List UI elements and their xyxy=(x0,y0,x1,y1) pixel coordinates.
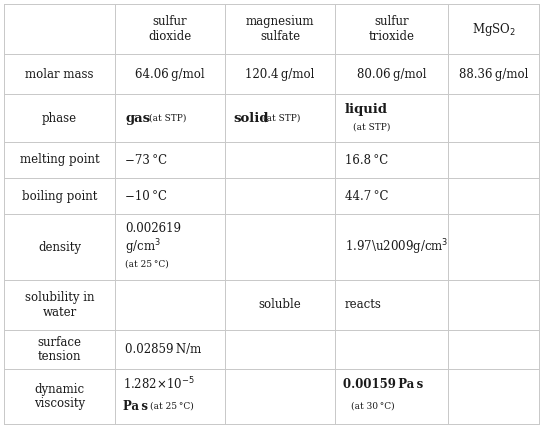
Text: MgSO$_2$: MgSO$_2$ xyxy=(472,21,515,38)
Text: 120.4 g/mol: 120.4 g/mol xyxy=(245,68,315,80)
Text: −10 °C: −10 °C xyxy=(125,190,167,202)
Text: 80.06 g/mol: 80.06 g/mol xyxy=(357,68,426,80)
Text: dynamic
viscosity: dynamic viscosity xyxy=(34,383,85,410)
Text: 1.282$\times$10$^{-5}$: 1.282$\times$10$^{-5}$ xyxy=(123,376,194,393)
Text: (at STP): (at STP) xyxy=(353,122,390,131)
Text: sulfur
dioxide: sulfur dioxide xyxy=(148,15,192,43)
Text: surface
tension: surface tension xyxy=(37,336,81,363)
Text: 0.02859 N/m: 0.02859 N/m xyxy=(125,343,201,356)
Text: solid: solid xyxy=(233,112,268,125)
Text: gas: gas xyxy=(125,112,150,125)
Text: −73 °C: −73 °C xyxy=(125,154,167,166)
Text: 1.97\u2009g/cm$^3$: 1.97\u2009g/cm$^3$ xyxy=(345,237,449,257)
Text: (at 25 °C): (at 25 °C) xyxy=(150,402,194,411)
Text: density: density xyxy=(38,241,81,253)
Text: boiling point: boiling point xyxy=(22,190,97,202)
Text: liquid: liquid xyxy=(345,103,388,116)
Text: 64.06 g/mol: 64.06 g/mol xyxy=(135,68,205,80)
Text: molar mass: molar mass xyxy=(26,68,94,80)
Text: (at 30 °C): (at 30 °C) xyxy=(351,402,395,411)
Text: 44.7 °C: 44.7 °C xyxy=(345,190,388,202)
Text: 88.36 g/mol: 88.36 g/mol xyxy=(459,68,528,80)
Text: melting point: melting point xyxy=(20,154,99,166)
Text: soluble: soluble xyxy=(258,298,301,312)
Text: 0.00159 Pa s: 0.00159 Pa s xyxy=(343,378,423,391)
Text: (at STP): (at STP) xyxy=(263,113,300,122)
Text: magnesium
sulfate: magnesium sulfate xyxy=(246,15,314,43)
Text: g/cm$^3$: g/cm$^3$ xyxy=(125,237,161,257)
Text: Pa s: Pa s xyxy=(123,400,148,413)
Text: solubility in
water: solubility in water xyxy=(25,291,94,319)
Text: 16.8 °C: 16.8 °C xyxy=(345,154,388,166)
Text: phase: phase xyxy=(42,112,77,125)
Text: (at 25 °C): (at 25 °C) xyxy=(125,260,169,269)
Text: reacts: reacts xyxy=(345,298,382,312)
Text: 0.002619: 0.002619 xyxy=(125,222,181,235)
Text: sulfur
trioxide: sulfur trioxide xyxy=(369,15,414,43)
Text: (at STP): (at STP) xyxy=(149,113,186,122)
